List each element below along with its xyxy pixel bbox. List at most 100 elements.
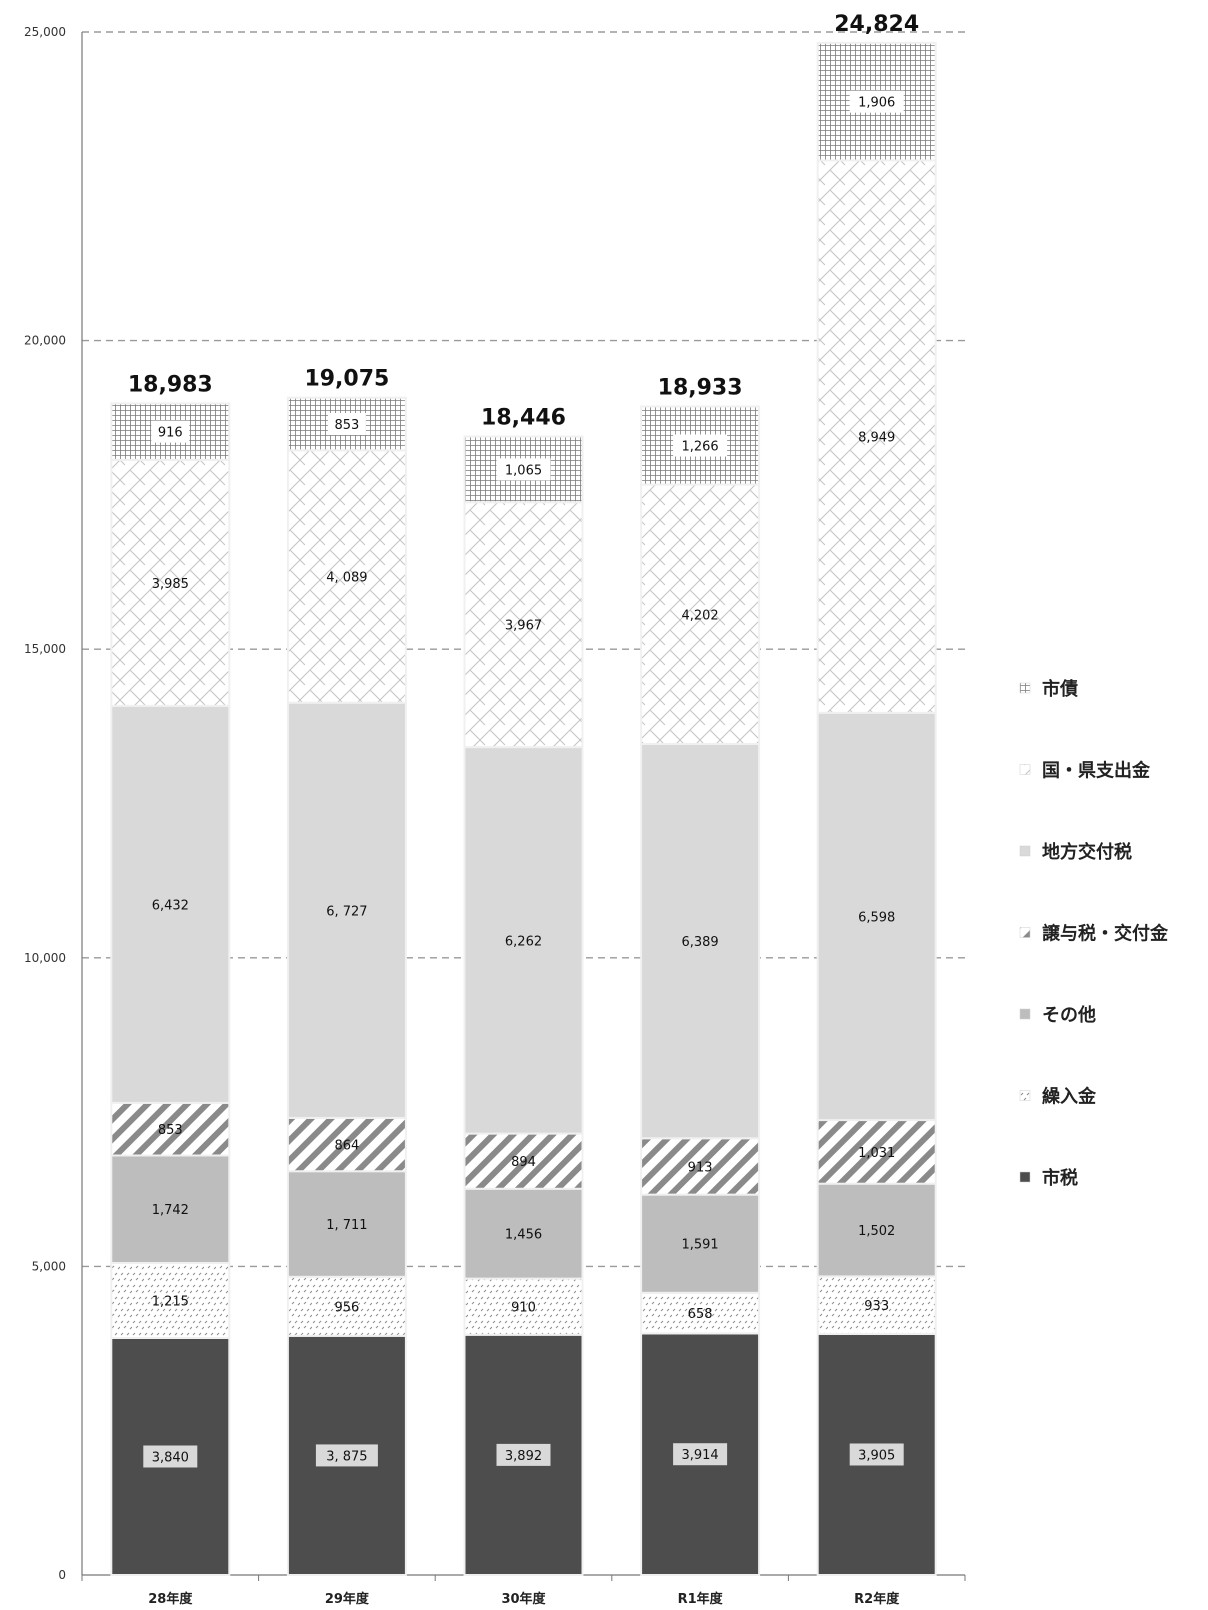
data-label: 3,840: [152, 1450, 189, 1465]
legend-item: その他: [1019, 1004, 1096, 1026]
data-label: 1,215: [152, 1295, 189, 1310]
legend-swatch: [1019, 845, 1031, 857]
bar-segment: [640, 1193, 761, 1294]
data-label-box: [143, 1445, 198, 1468]
data-label: 8,949: [858, 431, 895, 446]
data-label: 4,202: [681, 608, 718, 623]
data-label: 1, 711: [326, 1218, 367, 1233]
data-label: 3,985: [152, 577, 189, 592]
data-label: 3, 875: [326, 1449, 367, 1464]
data-label: 956: [334, 1300, 359, 1315]
x-tick-label: R1年度: [678, 1591, 724, 1607]
bar-segment: [640, 742, 761, 1140]
data-label: 853: [158, 1123, 183, 1138]
data-label-box: [496, 1443, 551, 1466]
data-label: 6,598: [858, 910, 895, 925]
legend-swatch: [1019, 1171, 1031, 1183]
data-label: 864: [334, 1139, 359, 1154]
data-label: 853: [334, 418, 359, 433]
data-label: 6,262: [505, 934, 542, 949]
total-label: 24,824: [834, 12, 919, 37]
y-tick-label: 10,000: [24, 951, 66, 965]
legend-swatch: [1019, 1008, 1031, 1020]
legend-item: 繰入金: [1019, 1086, 1097, 1108]
y-tick-label: 15,000: [24, 642, 66, 656]
data-label-box: [849, 90, 904, 113]
data-label: 1,502: [858, 1224, 895, 1239]
legend-label: 国・県支出金: [1042, 760, 1151, 782]
data-label: 4, 089: [326, 571, 367, 586]
legend-swatch: [1019, 682, 1031, 694]
legend-item: 市債: [1019, 678, 1078, 700]
data-label-box: [496, 458, 551, 481]
data-label: 1,742: [152, 1203, 189, 1218]
data-label: 1,591: [681, 1238, 718, 1253]
legend-swatch: [1019, 1090, 1031, 1101]
y-tick-label: 25,000: [24, 25, 66, 39]
x-tick-label: 28年度: [148, 1591, 193, 1607]
bar-segment: [640, 1137, 761, 1196]
data-label-box: [327, 413, 366, 436]
legend-label: 地方交付税: [1042, 841, 1132, 863]
total-label: 18,983: [128, 372, 213, 397]
legend-label: 繰入金: [1042, 1086, 1097, 1108]
data-label: 1,031: [858, 1146, 895, 1161]
y-tick-label: 5,000: [32, 1259, 66, 1273]
data-label-box: [673, 1443, 728, 1466]
y-tick-label: 0: [58, 1568, 66, 1582]
bar-segment: [816, 159, 937, 714]
data-label-box: [673, 434, 728, 457]
total-label: 18,933: [658, 375, 743, 400]
data-label: 894: [511, 1155, 536, 1170]
data-label: 933: [864, 1299, 889, 1314]
legend-label: 市債: [1042, 678, 1078, 700]
x-tick-label: 30年度: [501, 1591, 546, 1607]
data-label: 6,432: [152, 898, 189, 913]
legend-swatch: [1019, 927, 1031, 938]
total-label: 19,075: [304, 367, 389, 392]
legend-label: 市税: [1042, 1167, 1078, 1189]
data-label-box: [151, 420, 190, 443]
data-labels: 3,840 1,215 1,742 853 6,432 3,985 916 18,983 3, …: [128, 12, 919, 1468]
bar-segment: [286, 1275, 407, 1337]
bar-segment: [816, 1119, 937, 1185]
bar-segment: [640, 1291, 761, 1335]
data-label: 6, 727: [326, 904, 367, 919]
legend-label: 譲与税・交付金: [1042, 923, 1169, 945]
bar-segment: [463, 501, 584, 749]
data-label: 3,967: [505, 619, 542, 634]
x-tick-label: 29年度: [325, 1591, 370, 1607]
data-label: 1,456: [505, 1228, 542, 1243]
data-label: 1,906: [858, 96, 895, 111]
data-label: 3,914: [681, 1448, 718, 1463]
bar-segment: [816, 1275, 937, 1335]
bar-segment: [640, 483, 761, 745]
legend-swatch: [1019, 764, 1031, 775]
bars: [110, 41, 937, 1577]
data-label: 6,389: [681, 935, 718, 950]
data-label: 910: [511, 1301, 536, 1316]
bar-segment: [286, 701, 407, 1119]
total-label: 18,446: [481, 406, 566, 431]
legend-item: 地方交付税: [1019, 841, 1132, 863]
legend-item: 譲与税・交付金: [1019, 923, 1169, 945]
data-label: 916: [158, 426, 183, 441]
y-tick-label: 20,000: [24, 334, 66, 348]
bar-segment: [110, 458, 231, 707]
bar-segment: [110, 704, 231, 1104]
bar-segment: [286, 1116, 407, 1173]
data-label: 913: [688, 1160, 713, 1175]
data-label: 3,892: [505, 1449, 542, 1464]
bar-segment: [463, 746, 584, 1135]
data-label: 3,905: [858, 1448, 895, 1463]
x-tick-label: R2年度: [854, 1591, 900, 1607]
bar-segment: [816, 1182, 937, 1278]
data-label: 1,266: [681, 440, 718, 455]
bar-segment: [463, 1277, 584, 1336]
data-label: 658: [688, 1307, 713, 1322]
legend-item: 市税: [1019, 1167, 1078, 1189]
data-label: 1,065: [505, 463, 542, 478]
data-label-box: [849, 1443, 904, 1466]
